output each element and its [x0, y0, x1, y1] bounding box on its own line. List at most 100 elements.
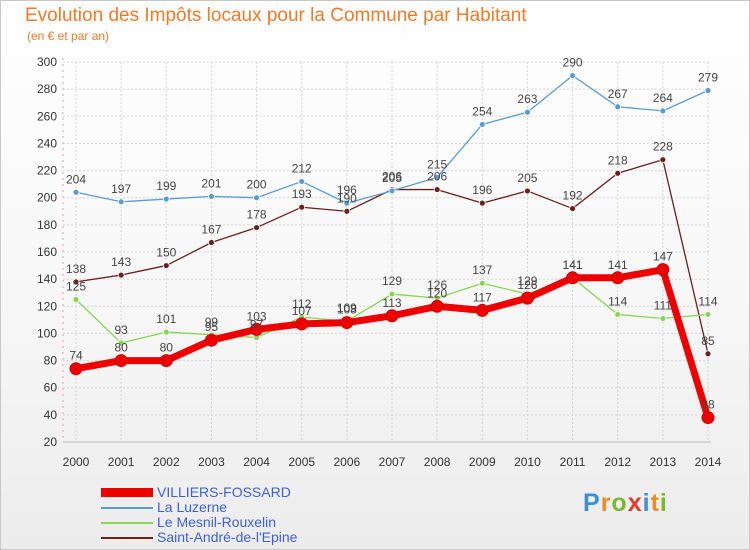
data-label: 107 — [292, 304, 312, 318]
data-point — [659, 107, 667, 115]
x-tick-label: 2008 — [424, 455, 451, 469]
data-point — [433, 186, 441, 193]
x-tick-label: 2003 — [198, 455, 225, 469]
data-label: 196 — [337, 183, 357, 197]
data-label: 111 — [654, 299, 673, 313]
data-label: 93 — [114, 323, 128, 337]
x-tick-label: 2010 — [514, 455, 541, 469]
data-label: 196 — [472, 183, 492, 197]
data-label: 120 — [427, 286, 447, 300]
x-tick-label: 2011 — [560, 455, 586, 469]
data-point — [162, 262, 170, 269]
x-tick-label: 2006 — [334, 455, 361, 469]
data-point — [659, 156, 667, 164]
y-tick-label: 300 — [37, 55, 57, 69]
legend-label: La Luzerne — [157, 499, 228, 515]
y-tick-label: 160 — [37, 245, 57, 259]
data-point — [298, 178, 306, 185]
data-point — [72, 188, 80, 196]
y-tick-label: 20 — [44, 435, 58, 449]
y-tick-label: 80 — [44, 354, 58, 368]
legend-swatch — [101, 507, 153, 509]
data-label: 138 — [66, 262, 86, 276]
legend-label: Saint-André-de-l'Epine — [157, 529, 298, 545]
data-point — [162, 328, 170, 336]
data-point — [159, 354, 173, 368]
chart-subtitle: (en € et par an) — [27, 29, 110, 43]
y-tick-label: 260 — [37, 109, 57, 123]
data-point — [704, 350, 712, 358]
legend-label: VILLIERS-FOSSARD — [157, 484, 291, 500]
x-tick-label: 2001 — [108, 455, 135, 469]
data-label: 192 — [563, 189, 583, 203]
x-tick-label: 2009 — [469, 455, 496, 469]
data-point — [343, 207, 351, 215]
data-label: 150 — [156, 246, 176, 260]
proxiti-logo: Proxiti — [583, 489, 668, 518]
data-point — [343, 199, 351, 207]
data-label: 125 — [66, 280, 86, 294]
data-label: 113 — [382, 296, 401, 310]
y-tick-label: 40 — [44, 408, 58, 422]
data-label: 290 — [563, 56, 583, 70]
data-label: 137 — [472, 263, 492, 277]
data-point — [250, 322, 264, 336]
data-label: 101 — [156, 312, 176, 326]
x-tick-label: 2014 — [695, 455, 722, 469]
data-point — [566, 271, 580, 285]
x-tick-label: 2000 — [63, 455, 90, 469]
data-label: 190 — [337, 191, 357, 205]
x-tick-label: 2007 — [379, 455, 406, 469]
data-label: 112 — [292, 297, 311, 311]
y-tick-label: 200 — [37, 191, 57, 205]
data-point — [704, 87, 712, 94]
logo-letter: x — [627, 489, 643, 517]
y-tick-label: 140 — [37, 272, 57, 286]
y-tick-label: 220 — [37, 164, 57, 178]
x-tick-label: 2004 — [243, 455, 270, 469]
data-point — [569, 72, 576, 79]
data-label: 114 — [698, 294, 717, 308]
data-label: 141 — [563, 258, 583, 272]
data-label: 129 — [517, 274, 537, 288]
data-point — [69, 362, 83, 376]
data-label: 108 — [337, 303, 357, 317]
data-label: 147 — [653, 250, 673, 264]
data-point — [117, 198, 125, 206]
data-label: 97 — [250, 318, 264, 332]
logo-letter: r — [600, 489, 612, 517]
logo-letter: o — [611, 489, 628, 517]
data-point — [208, 192, 215, 200]
legend-swatch — [101, 488, 153, 497]
data-point — [340, 316, 354, 330]
data-label: 141 — [563, 258, 583, 272]
data-point — [253, 194, 260, 202]
data-label: 200 — [247, 178, 267, 192]
data-point — [385, 309, 399, 323]
logo-letter: i — [659, 489, 668, 517]
data-point — [117, 271, 125, 279]
x-tick-label: 2005 — [288, 455, 315, 469]
data-label: 167 — [201, 223, 221, 237]
data-point — [611, 271, 625, 285]
y-tick-label: 100 — [37, 326, 57, 340]
data-point — [388, 187, 396, 195]
data-point — [614, 169, 622, 177]
data-point — [72, 278, 80, 286]
data-point — [72, 296, 80, 303]
data-point — [656, 263, 670, 277]
data-label: 117 — [473, 290, 492, 304]
data-point — [614, 311, 622, 318]
data-point — [204, 333, 218, 347]
data-point — [117, 339, 125, 347]
data-point — [701, 411, 715, 425]
y-tick-label: 180 — [37, 218, 57, 232]
legend-swatch — [101, 522, 153, 524]
data-point — [478, 279, 486, 287]
data-label: 143 — [111, 255, 131, 269]
data-label: 103 — [247, 309, 267, 323]
data-label: 99 — [205, 315, 219, 329]
data-point — [569, 205, 576, 212]
